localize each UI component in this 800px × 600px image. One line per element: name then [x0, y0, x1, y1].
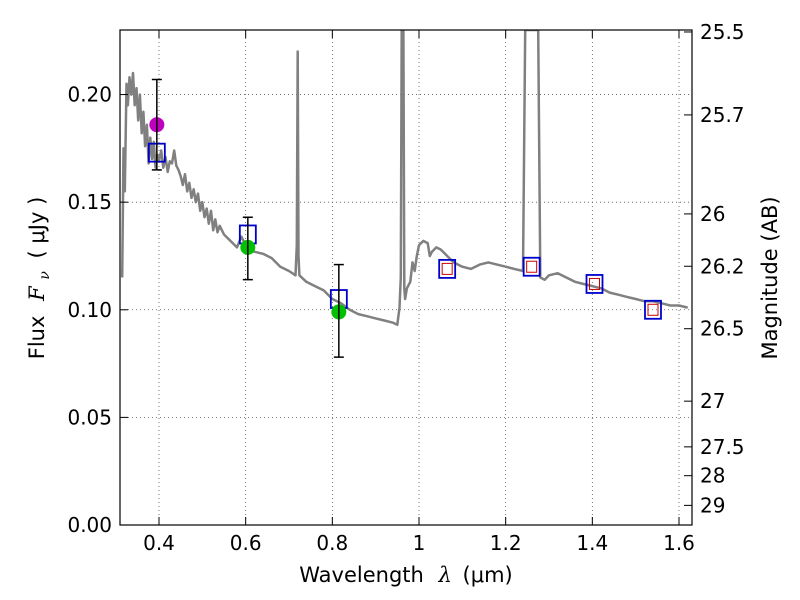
- x-tick-label: 0.4: [143, 531, 175, 555]
- observed-nir-square: [589, 277, 600, 290]
- y2-tick-label: 29: [700, 493, 725, 517]
- y2-tick-label: 27: [700, 389, 725, 413]
- marks: [147, 78, 662, 358]
- spectrum-line: [120, 30, 688, 327]
- plot-frame: [119, 29, 693, 526]
- y-axis-label-unit: ( μJy ): [25, 197, 49, 259]
- y-tick-label: 0.05: [67, 405, 112, 429]
- x-tick-label: 1: [413, 531, 426, 555]
- y2-tick-label: 26.5: [700, 317, 745, 341]
- x-tick-label: 0.8: [316, 531, 348, 555]
- model-band-square: [522, 256, 541, 277]
- x-tick-label: 1.6: [663, 531, 695, 555]
- y-axis-label-text: Flux: [25, 316, 49, 360]
- y-tick-label: 0.00: [67, 513, 112, 537]
- y-tick-label: 0.20: [67, 83, 112, 107]
- x-axis-label-text: Wavelength: [299, 563, 424, 587]
- plot-background: [120, 30, 692, 525]
- y-axis-label-subscript: ν: [37, 271, 53, 280]
- x-tick-label: 1.4: [576, 531, 608, 555]
- x-axis-label-unit: (μm): [463, 563, 513, 587]
- y2-tick-label: 26: [700, 202, 725, 226]
- y-tick-label: 0.15: [67, 190, 112, 214]
- y2-tick-label: 25.5: [700, 20, 745, 44]
- observed-nir-square: [441, 262, 453, 275]
- y-axis-label: Flux F ν ( μJy ): [25, 197, 54, 360]
- x-axis-label-symbol: λ: [438, 563, 452, 587]
- y-axis-label-symbol: F: [25, 285, 49, 302]
- ticks: 0.4 0.6 0.8 1 1.2 1.4 1.6 0.00 0.05 0.10 0.15 0.20 2…: [67, 20, 744, 555]
- model-band-square: [438, 258, 457, 279]
- model-band-square: [585, 274, 604, 294]
- x-axis-label: Wavelength λ (μm): [299, 563, 512, 587]
- y2-tick-label: 26.2: [700, 254, 745, 278]
- plot-area: [120, 30, 688, 327]
- observed-nir-square: [647, 303, 659, 316]
- observed-nir-square: [526, 260, 538, 273]
- x-tick-label: 1.2: [490, 531, 522, 555]
- x-tick-label: 0.6: [230, 531, 262, 555]
- model-band-square: [644, 299, 662, 320]
- y2-tick-label: 25.7: [700, 103, 745, 127]
- y2-axis-label: Magnitude (AB): [758, 196, 782, 359]
- y-tick-label: 0.10: [67, 298, 112, 322]
- y2-tick-label: 28: [700, 464, 725, 488]
- y2-tick-label: 27.5: [700, 435, 745, 459]
